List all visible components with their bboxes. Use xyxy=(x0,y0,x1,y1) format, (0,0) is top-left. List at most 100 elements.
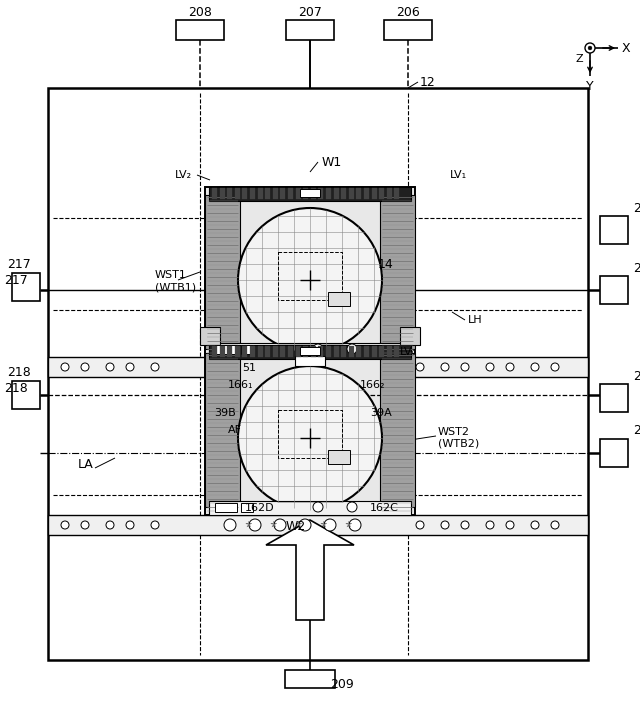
Bar xyxy=(333,346,339,357)
Circle shape xyxy=(249,519,261,531)
Bar xyxy=(209,343,411,357)
Text: W2: W2 xyxy=(286,520,306,533)
Text: X: X xyxy=(621,42,630,54)
Text: 206: 206 xyxy=(396,6,420,19)
Text: 162D: 162D xyxy=(245,503,275,513)
Bar xyxy=(349,188,354,199)
Bar xyxy=(349,346,354,357)
Bar xyxy=(341,346,346,357)
Bar xyxy=(303,188,308,199)
Bar xyxy=(209,345,411,359)
Bar xyxy=(600,276,628,304)
Circle shape xyxy=(551,363,559,371)
Circle shape xyxy=(313,344,323,354)
Bar xyxy=(394,346,399,357)
Bar xyxy=(288,346,293,357)
Text: W1: W1 xyxy=(322,155,342,168)
Bar xyxy=(296,346,301,357)
Bar xyxy=(372,346,376,357)
Bar xyxy=(311,188,316,199)
Bar xyxy=(379,188,384,199)
Bar xyxy=(241,503,253,512)
Bar xyxy=(372,188,376,199)
Bar xyxy=(209,187,411,201)
Text: ☆: ☆ xyxy=(244,521,252,530)
Bar xyxy=(227,346,232,357)
Bar xyxy=(265,346,270,357)
Bar xyxy=(341,188,346,199)
Circle shape xyxy=(441,521,449,529)
Text: 14: 14 xyxy=(378,258,394,271)
Bar xyxy=(394,188,399,199)
Text: 162C: 162C xyxy=(370,503,399,513)
Bar xyxy=(205,353,240,507)
Bar xyxy=(176,20,224,40)
Bar xyxy=(212,188,217,199)
Text: 217: 217 xyxy=(4,274,28,288)
Text: Y: Y xyxy=(586,79,594,92)
Bar xyxy=(205,195,240,349)
Bar xyxy=(209,501,411,515)
Bar xyxy=(215,345,237,354)
Bar xyxy=(273,188,278,199)
Circle shape xyxy=(486,363,494,371)
Bar xyxy=(387,188,392,199)
Circle shape xyxy=(299,519,311,531)
Text: LH: LH xyxy=(468,315,483,325)
Bar xyxy=(48,357,588,377)
Bar xyxy=(380,353,415,507)
Circle shape xyxy=(461,521,469,529)
Bar xyxy=(280,188,285,199)
Circle shape xyxy=(61,363,69,371)
Bar xyxy=(400,327,420,345)
Bar xyxy=(205,187,415,357)
Text: AF: AF xyxy=(228,425,242,435)
Bar xyxy=(300,347,320,355)
Text: 166₂: 166₂ xyxy=(360,380,385,390)
Bar xyxy=(200,327,220,345)
Bar xyxy=(364,346,369,357)
Bar xyxy=(600,216,628,244)
Text: 217: 217 xyxy=(7,258,31,271)
Text: 228: 228 xyxy=(633,369,640,382)
Circle shape xyxy=(506,363,514,371)
Circle shape xyxy=(531,363,539,371)
Bar xyxy=(380,195,415,349)
Text: 208: 208 xyxy=(188,6,212,19)
Text: 12: 12 xyxy=(420,75,436,89)
Bar xyxy=(295,356,325,366)
Text: 209: 209 xyxy=(330,679,354,692)
Text: 207: 207 xyxy=(298,6,322,19)
Text: LV₁: LV₁ xyxy=(450,170,467,180)
Circle shape xyxy=(274,519,286,531)
Circle shape xyxy=(106,521,114,529)
Circle shape xyxy=(349,519,361,531)
Text: 226: 226 xyxy=(633,201,640,215)
Bar xyxy=(311,346,316,357)
Circle shape xyxy=(347,502,357,512)
Bar xyxy=(227,188,232,199)
Bar xyxy=(328,450,350,464)
Text: 229: 229 xyxy=(633,425,640,437)
Bar xyxy=(12,381,40,409)
Text: 51: 51 xyxy=(242,363,256,373)
Circle shape xyxy=(238,366,382,510)
Bar xyxy=(296,188,301,199)
Circle shape xyxy=(441,363,449,371)
Circle shape xyxy=(224,519,236,531)
Bar xyxy=(319,346,323,357)
Circle shape xyxy=(588,47,592,50)
Text: WST2: WST2 xyxy=(438,427,470,437)
Text: 166₁: 166₁ xyxy=(228,380,253,390)
Circle shape xyxy=(324,519,336,531)
Circle shape xyxy=(416,363,424,371)
Bar xyxy=(48,515,588,535)
Bar xyxy=(384,20,432,40)
Bar xyxy=(288,188,293,199)
Text: 218: 218 xyxy=(4,382,28,395)
Text: 39B: 39B xyxy=(214,408,236,418)
Text: LA: LA xyxy=(78,458,93,472)
Bar xyxy=(212,346,217,357)
Bar xyxy=(205,345,415,515)
Text: WST1: WST1 xyxy=(155,270,187,280)
